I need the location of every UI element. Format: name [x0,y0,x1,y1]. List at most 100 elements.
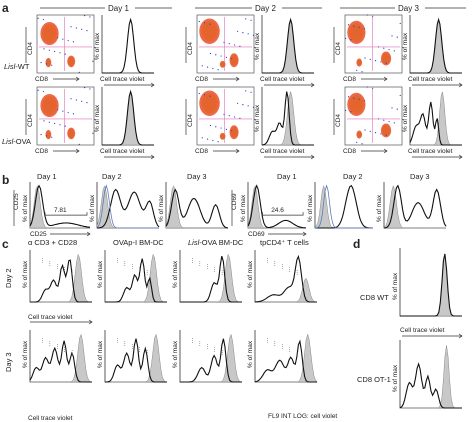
panel-b-plot-4-sample-curve [247,184,307,229]
panel-b-cd25-day1: Day 1 [37,172,57,181]
panel-a-day1-header: Day 1 [108,4,129,13]
panel-a-r2-d1-dotplot-cluster-1-ring-0 [67,127,76,140]
panel-c-r2-c1-ylabel: % of max [22,340,29,368]
panel-a-r1-d3-dotplot-event-dot [366,14,368,16]
panel-b-plot-1-marker-xlabel: CD25 [30,231,47,238]
panel-a-r2-d3-hist-xarrow [412,154,463,160]
panel-a-r1-d2-dotplot-event-dot [239,45,241,47]
panel-a-r2-d2-dotplot-event-dot [228,115,230,117]
panel-a-r2-d1-dot-xlabel: CD8 [35,148,48,155]
panel-b-plot-3-control-fill [165,185,228,229]
panel-a-r1-d3-dotplot-event-dot [350,39,352,41]
panel-a-r1-d3-dotplot-event-dot [364,57,366,59]
panel-c-day3-xlabel: Cell trace violet [28,415,73,422]
panel-b-plot-2-ylabel: % of max [89,194,96,222]
panel-a-row1-label: Lisl-WT [4,62,30,71]
panel-a-r1-d2-dotplot-event-dot [215,54,217,56]
panel-a-r2-d2-dotplot-event-dot [245,90,247,92]
panel-c-r1-c4-ylabel: % of max [247,260,254,288]
panel-a-r1-d2-hist-xlabel: Cell trace violet [260,76,305,83]
panel-a-row2-label: Lisl-OVA [2,137,31,146]
panel-a-r1-d3-dotplot-event-dot [344,37,347,40]
panel-a-r1-d1-hist-xlabel: Cell trace violet [100,76,145,83]
panel-a-r2-d1-dotplot-event-dot [81,100,83,102]
panel-a-r1-d1-dotplot-cluster-2-ring-0 [45,57,52,68]
panel-b-plot-6-ylabel: % of max [376,194,383,222]
panel-a-r2-d2-dotplot-cluster-0-ring-0 [199,90,220,116]
panel-a-r2-d1-dotplot-event-dot [54,122,56,125]
panel-b-plot-4-marker-xarrow [268,231,307,237]
panel-a-r2-d3-dotplot-event-dot [374,132,377,134]
panel-a-r2-d3-dotplot-event-dot [350,111,352,113]
panel-a-r1-d3-dotplot-event-dot [377,46,380,48]
panel-c-day2-xlabel: Cell trace violet [28,314,73,321]
panel-a-r2-d1-dotplot-event-dot [89,88,91,90]
panel-a-r1-d2-dotplot-event-dot [223,41,225,43]
panel-a-r1-d3-dotplot-event-dot [369,58,371,60]
panel-a-r1-d1-dot-xlabel: CD8 [35,76,48,83]
panel-c-row2-label: Day 3 [4,352,13,372]
panel-c-r2-c2-sample-curve [105,338,167,383]
panel-a-r2-d2-dotplot-cluster-2-ring-0 [219,132,226,140]
panel-c-r1-c3-control-fill [180,253,242,303]
panel-a-r1-d3-hist-ylabel: % of max [402,32,409,60]
panel-a-r1-d2-hist-control-fill [262,18,314,74]
panel-b-plot-5-alt-curve [314,184,373,229]
panel-a-r2-d2-dot-ylabel: CD4 [187,114,194,127]
panel-a-r2-d3-dotplot-event-dot [388,120,390,123]
panel-c-r2-c4-sample-curve [254,339,317,383]
panel-a-r2-d2-dotplot-event-dot [209,124,212,127]
panel-c-r1-c2-sample-curve [105,258,167,303]
panel-a-r1-d1-dotplot-cluster-0-ring-0 [40,21,59,46]
panel-c-r2-c4-control-fill [255,333,318,383]
panel-c: α CD3 + CD28 OVAp-I BM-DC Lisl-OVA BM-DC… [4,238,337,422]
panel-a-r2-d3-dotplot-event-dot [372,87,374,89]
panel-a-r1-d1-dot-ylabel: CD4 [27,42,34,55]
panel-a-r2-d3-dotplot-event-dot [364,129,366,131]
panel-a-r2-d1-dotplot-event-dot [67,111,69,114]
panel-a-r1-d1-hist-sample-curve [102,17,154,74]
panel-a-r1-d1-hist-axes [101,15,154,74]
panel-a-r1-d3-dotplot-cluster-2-ring-0 [356,58,363,67]
panel-a-r2-d3-hist-sample-curve [409,101,462,146]
panel-a-r1-d3-dotplot-event-dot [372,15,374,17]
panel-a-r1-d2-dotplot-cluster-0-ring-0 [199,18,220,44]
panel-a-r1-d3-dot-ylabel: CD4 [335,42,342,55]
panel-a-r2-d3-dotplot-event-dot [358,98,360,100]
panel-c-plots: % of max % of max % of max % of max % of max… [22,250,337,422]
panel-b-plot-1-sample-curve [29,184,91,228]
panel-a-day2-header: Day 2 [255,4,276,13]
panel-a-r1-d2-dotplot-event-dot [231,58,233,60]
panel-c-r2-c3-ylabel: % of max [172,340,179,368]
panel-a-r2-d1-hist-sample-curve [102,89,154,146]
panel-a-r1-d1-dotplot-event-dot [40,61,42,64]
panel-a-r1-d1-dotplot-event-dot [72,41,75,43]
panel-a-r2-d2-dotplot-event-dot [201,137,203,139]
panel-a-r2-d1-hist-ylabel: % of max [94,104,101,132]
panel-a-r2-d3-dotplot-event-dot [391,107,393,109]
panel-a-r1-d1-dotplot-event-dot [92,60,94,62]
panel-c-day2-xarrow [30,319,93,325]
panel-a-r2-d1-dotplot-event-dot [86,102,88,104]
panel-a-r1-d1-dotplot-event-dot [89,16,91,18]
panel-c-r2-c3-sample-curve [180,338,242,383]
panel-a-r1-d1-dotplot-event-dot [62,38,64,40]
panel-a-r2-d2-dotplot-event-dot [242,103,244,106]
panel-a-r2-d3-dotplot-event-dot [353,97,355,99]
panel-d-wt-xlabel: Cell trace violet [400,327,445,334]
panel-a-r1-d1-dotplot-event-dot [81,28,83,30]
panel-a-r2-d3-dotplot-cluster-0-ring-0 [347,92,366,116]
panel-b-plot-1-gate-bracket [44,212,88,216]
panel-a-r1-d1-dotplot-event-dot [42,18,45,21]
panel-a-r2-d1-dotplot-event-dot [45,135,48,137]
panel-a-r2-d2-dotplot-event-dot [236,102,239,104]
panel-a-r2-d1-hist-xarrow [104,154,155,160]
panel-c-col3-title: Lisl-OVA BM-DC [188,238,244,247]
panel-a-r1-d3-hist-control-fill [410,18,462,74]
panel-a-r1-d2-dotplot-event-dot [228,43,230,45]
panel-letter-a: a [2,1,9,15]
panel-a-r1-d2-hist-ylabel: % of max [254,32,261,60]
panel-a-r1-d1-dotplot-event-dot [83,15,86,17]
panel-a-r2-d3-dotplot-event-dot [383,119,385,121]
panel-a-r1-d2-dotplot-event-dot [252,34,255,36]
